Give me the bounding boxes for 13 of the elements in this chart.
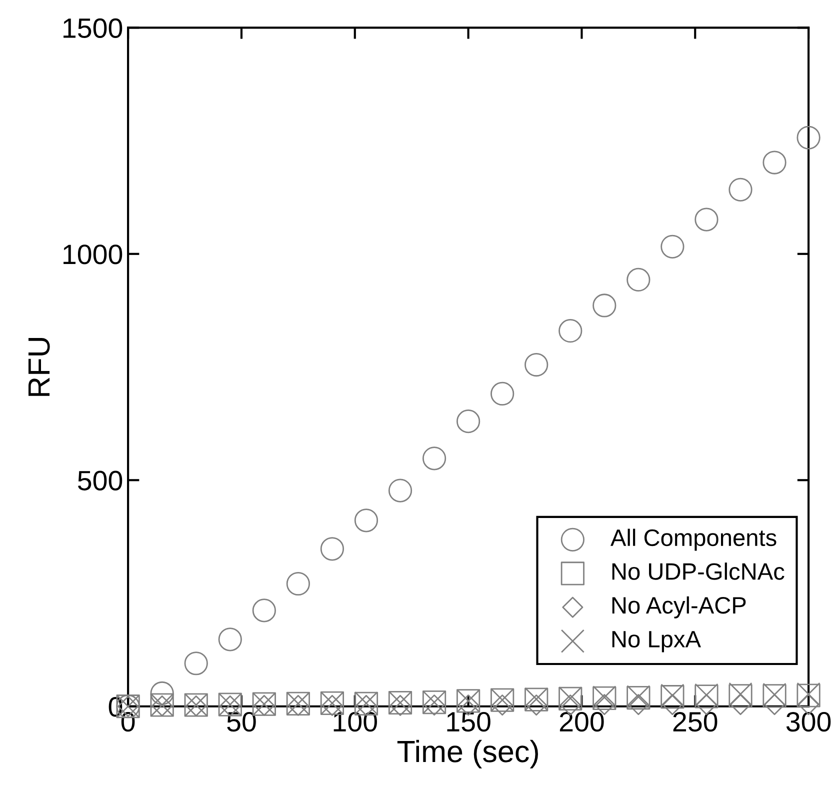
x-tick-label: 200 [560,712,604,732]
x-axis-title: Time (sec) [397,740,538,768]
legend-label: No UDP-GlcNAc [612,562,784,580]
x-tick-label: 300 [786,712,831,732]
legend-label: No LpxA [612,631,701,652]
x-tick-label: 250 [673,712,718,732]
x-tick-label: 150 [447,712,490,732]
y-axis-title: RFU [28,338,50,396]
legend-label: All Components [610,528,776,551]
legend-label: No Acyl-ACP [612,596,746,618]
y-tick-label: 500 [78,470,122,490]
y-tick-label: 1000 [64,244,122,264]
y-tick-label: 1500 [64,18,122,38]
